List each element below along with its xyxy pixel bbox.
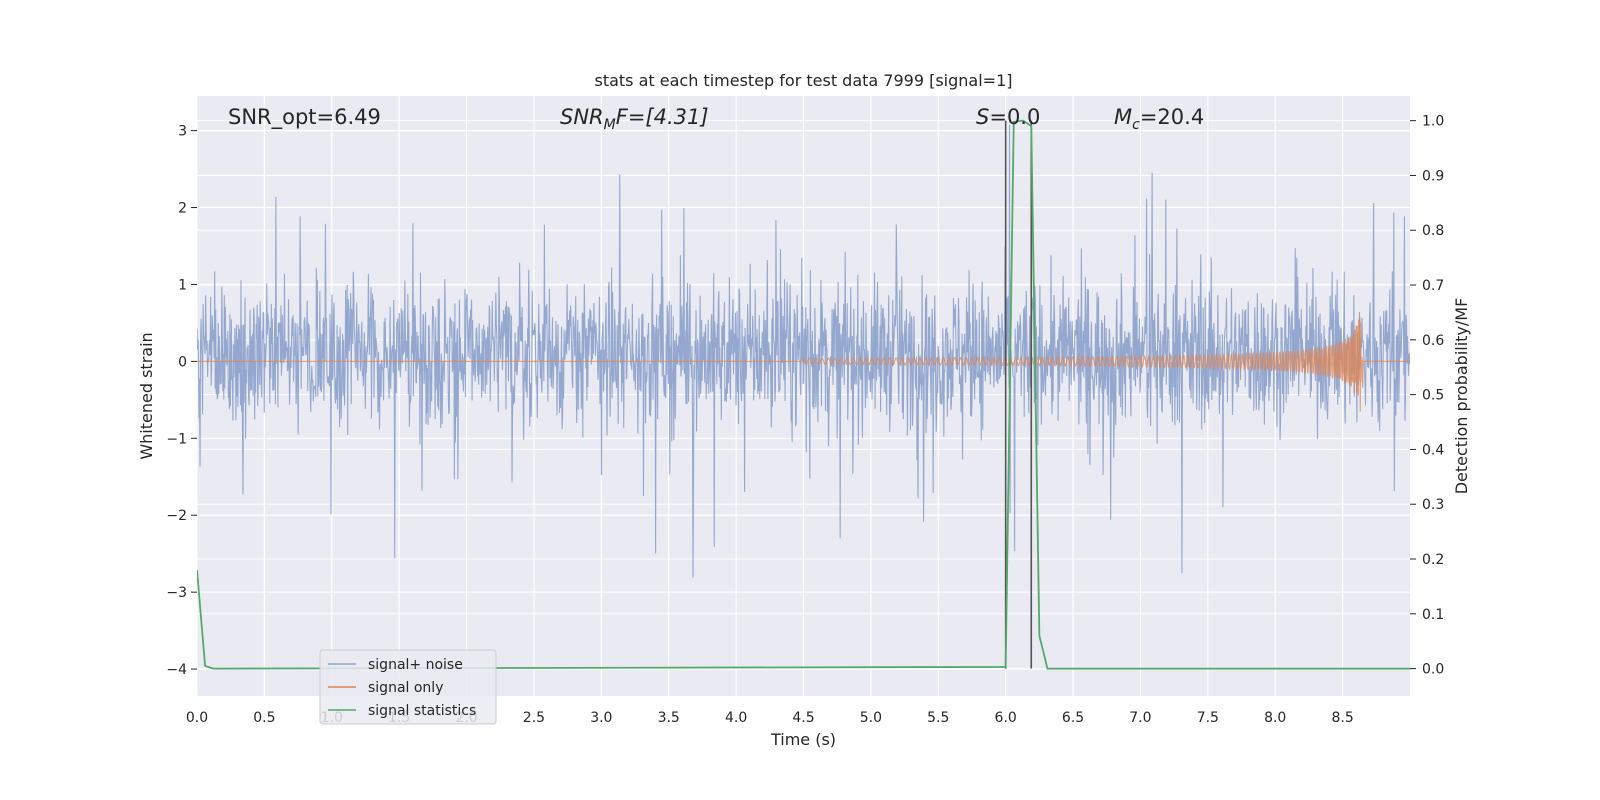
- x-tick-label: 0.0: [186, 710, 208, 726]
- legend-label-signal-noise: signal+ noise: [368, 657, 463, 673]
- annotation-snr-mf: SNRMF=[4.31]: [560, 105, 709, 133]
- vertical-markers: [1004, 120, 1033, 669]
- annotation-s: S=0.0: [976, 105, 1040, 129]
- legend-box: [319, 649, 497, 725]
- noise-trace: [197, 124, 1410, 578]
- x-tick-label: 8.0: [1264, 710, 1286, 726]
- y-right-axis-label: Detection probability/MF: [1452, 298, 1471, 495]
- legend-label-signal-only: signal only: [368, 680, 443, 696]
- x-tick-label: 3.0: [590, 710, 612, 726]
- x-tick-label: 7.5: [1197, 710, 1219, 726]
- y-left-tick-label: −1: [166, 431, 187, 447]
- y-right-tick-label: 0.1: [1422, 607, 1444, 623]
- legend-label-signal-statistics: signal statistics: [368, 703, 476, 719]
- snr-mf-suffix: F=[4.31]: [616, 105, 709, 129]
- s-suffix: =0.0: [989, 105, 1040, 129]
- y-left-tick-label: 1: [178, 277, 187, 293]
- x-tick-label: 5.0: [860, 710, 882, 726]
- y-right-tick-label: 0.8: [1422, 223, 1444, 239]
- annotation-snr-opt: SNR_opt=6.49: [228, 105, 381, 130]
- signal-trace: [197, 316, 1410, 412]
- y-left-tick-label: 0: [178, 354, 187, 370]
- x-tick-label: 0.5: [253, 710, 275, 726]
- y-right-tick-label: 0.5: [1422, 388, 1444, 404]
- snr-mf-sub: M: [604, 117, 616, 133]
- chart-title: stats at each timestep for test data 799…: [594, 71, 1012, 90]
- x-tick-label: 6.0: [995, 710, 1017, 726]
- y-right-tick-label: 0.2: [1422, 552, 1444, 568]
- y-left-axis-ticks: 3 2 1 0 −1 −2 −3 −4: [166, 124, 197, 678]
- series-signal-only: [197, 316, 1410, 412]
- y-left-tick-label: −3: [166, 585, 187, 601]
- y-right-axis-ticks: 1.0 0.9 0.8 0.7 0.6 0.5 0.4 0.3 0.2 0.1 0.0: [1410, 114, 1444, 678]
- x-tick-label: 6.5: [1062, 710, 1084, 726]
- x-tick-label: 7.0: [1129, 710, 1151, 726]
- x-tick-label: 4.5: [792, 710, 814, 726]
- y-left-tick-label: 3: [178, 124, 187, 140]
- x-tick-label: 2.5: [523, 710, 545, 726]
- y-right-tick-label: 1.0: [1422, 114, 1444, 130]
- series-signal-noise: [197, 124, 1410, 578]
- mc-suffix: =20.4: [1140, 105, 1204, 129]
- x-axis-label: Time (s): [770, 730, 836, 749]
- annotation-mc: Mc=20.4: [1114, 105, 1204, 133]
- mc-prefix: M: [1114, 105, 1132, 129]
- snr-mf-prefix: SNR: [560, 105, 604, 129]
- y-right-tick-label: 0.4: [1422, 442, 1444, 458]
- s-prefix: S: [976, 105, 989, 129]
- y-right-tick-label: 0.7: [1422, 278, 1444, 294]
- statistics-trace: [197, 119, 1410, 670]
- y-right-tick-label: 0.9: [1422, 168, 1444, 184]
- mc-sub: c: [1132, 117, 1140, 133]
- x-tick-label: 4.0: [725, 710, 747, 726]
- legend: signal+ noise signal only signal statist…: [319, 649, 497, 725]
- y-left-tick-label: −4: [166, 662, 187, 678]
- x-tick-label: 8.5: [1331, 710, 1353, 726]
- series-signal-statistics: [197, 119, 1410, 670]
- x-tick-label: 3.5: [658, 710, 680, 726]
- y-left-tick-label: −2: [166, 508, 187, 524]
- x-tick-label: 5.5: [927, 710, 949, 726]
- y-left-tick-label: 2: [178, 201, 187, 217]
- y-right-tick-label: 0.3: [1422, 497, 1444, 513]
- y-right-tick-label: 0.0: [1422, 662, 1444, 678]
- y-left-axis-label: Whitened strain: [137, 332, 156, 459]
- y-right-tick-label: 0.6: [1422, 333, 1444, 349]
